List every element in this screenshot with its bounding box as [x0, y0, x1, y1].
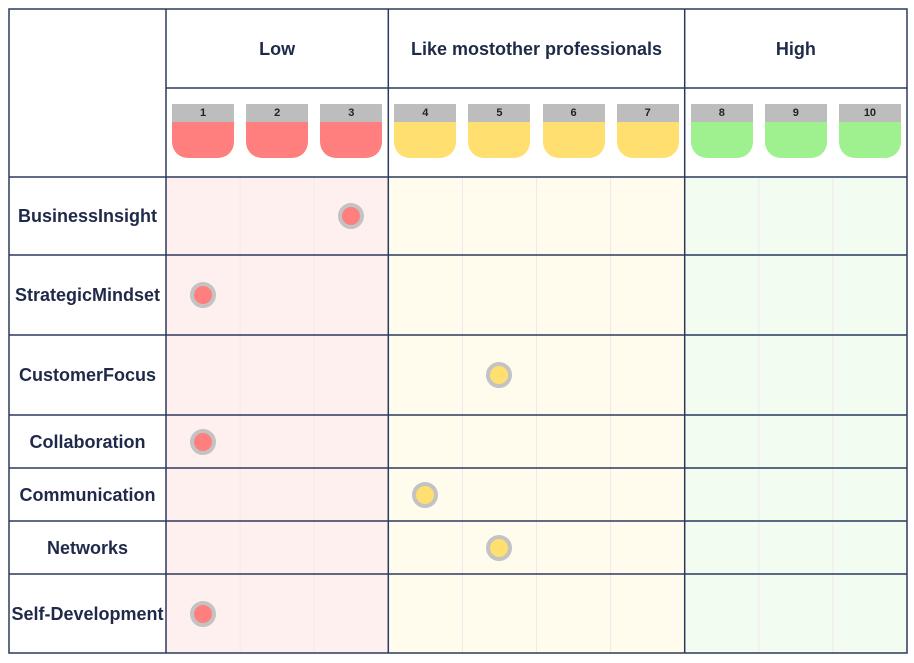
scale-tube-fill [172, 122, 235, 158]
row-label: Customer Focus [18, 365, 157, 385]
scale-tube-fill [246, 122, 309, 158]
score-dot [486, 362, 513, 388]
scale-tube-8: 8 [690, 104, 753, 158]
scale-tick-label: 10 [838, 104, 901, 122]
scale-tube-fill [468, 122, 531, 158]
row-label: Collaboration [29, 431, 146, 452]
score-dot [190, 428, 217, 455]
scale-tick-label: 5 [468, 104, 531, 122]
row-label: Communication [19, 484, 156, 505]
scale-tick-label: 7 [616, 104, 679, 122]
scale-tube-1: 1 [172, 104, 235, 158]
scale-tube-10: 10 [838, 104, 901, 158]
band-label-2: Like most other professionals [410, 38, 663, 59]
row-label: Self- Development [11, 603, 164, 624]
scale-tick-label: 6 [542, 104, 605, 122]
scale-tick-label: 9 [764, 104, 827, 122]
scale-tick-label: 8 [690, 104, 753, 122]
scale-tube-5: 5 [468, 104, 531, 158]
score-dot [412, 481, 439, 508]
scale-tube-fill [616, 122, 679, 158]
scale-tube-fill [542, 122, 605, 158]
row-label: Networks [46, 537, 129, 558]
scale-tick-label: 1 [172, 104, 235, 122]
scale-tube-9: 9 [764, 104, 827, 158]
score-dot [190, 282, 217, 308]
scale-tube-fill [394, 122, 457, 158]
scale-tube-fill [690, 122, 753, 158]
score-dot [486, 534, 513, 561]
scale-tube-7: 7 [616, 104, 679, 158]
table-border [8, 8, 908, 654]
row-label: Business Insight [17, 206, 158, 226]
score-dot [338, 203, 365, 229]
band-label-1: Low [259, 38, 296, 59]
scale-tube-fill [838, 122, 901, 158]
scale-tube-6: 6 [542, 104, 605, 158]
score-dot [190, 600, 217, 627]
scale-tube-fill [320, 122, 383, 158]
scale-tick-label: 4 [394, 104, 457, 122]
scale-tube-2: 2 [246, 104, 309, 158]
scale-tube-4: 4 [394, 104, 457, 158]
scale-tube-3: 3 [320, 104, 383, 158]
row-label: Strategic Mindset [14, 285, 161, 305]
band-label-3: High [775, 38, 816, 59]
scale-tick-label: 2 [246, 104, 309, 122]
scale-tube-fill [764, 122, 827, 158]
scale-tick-label: 3 [320, 104, 383, 122]
